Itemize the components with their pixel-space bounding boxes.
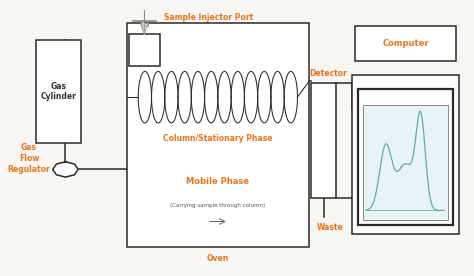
Polygon shape — [53, 162, 78, 177]
Bar — [311, 83, 336, 198]
Bar — [363, 105, 448, 220]
Bar — [140, 23, 148, 26]
Text: Detector: Detector — [309, 69, 347, 78]
Bar — [127, 23, 309, 247]
Text: Mobile Phase: Mobile Phase — [186, 177, 249, 186]
Bar — [128, 34, 160, 66]
Text: Waste: Waste — [317, 223, 344, 232]
Text: Gas
Flow
Regulator: Gas Flow Regulator — [8, 143, 50, 174]
Text: Column/Stationary Phase: Column/Stationary Phase — [163, 134, 273, 143]
Bar — [352, 75, 459, 233]
Text: Sample Injector Port: Sample Injector Port — [164, 13, 254, 22]
Text: Oven: Oven — [207, 254, 229, 263]
Bar — [36, 40, 82, 144]
Text: Gas
Cylinder: Gas Cylinder — [41, 82, 77, 101]
Bar — [358, 89, 453, 225]
Text: (Carrying sample through column): (Carrying sample through column) — [170, 203, 265, 208]
Text: Computer: Computer — [383, 39, 429, 48]
Bar — [355, 26, 456, 62]
